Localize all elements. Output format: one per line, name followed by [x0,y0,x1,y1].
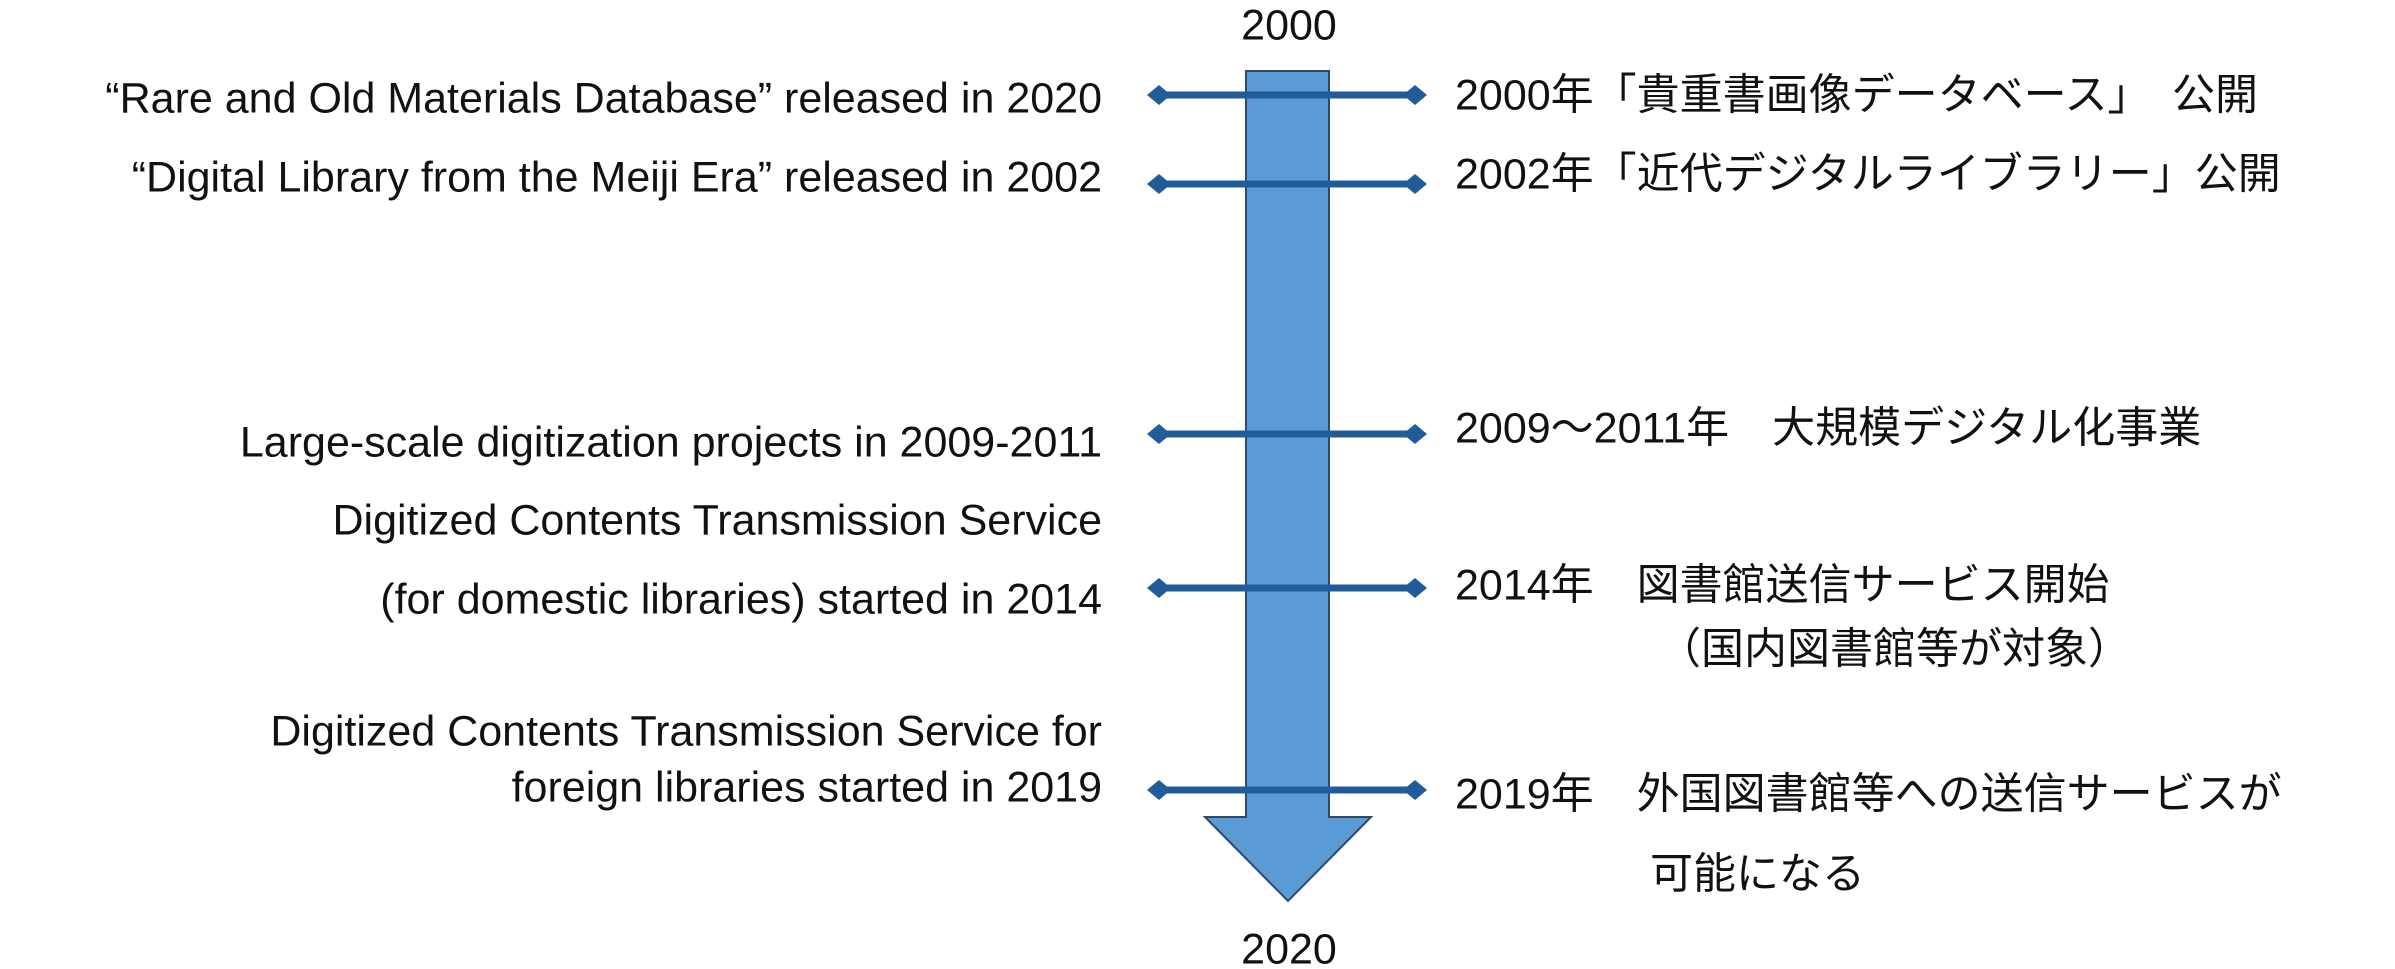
english-label: Digitized Contents Transmission Service … [270,707,1102,755]
japanese-label: 2009～2011年 大規模デジタル化事業 [1455,404,2201,452]
connector-end [1147,578,1171,598]
english-label: foreign libraries started in 2019 [512,763,1102,811]
japanese-label: （国内図書館等が対象） [1658,625,2131,673]
japanese-label: 2002年「近代デジタルライブラリー」公開 [1455,150,2281,198]
connector-end [1403,174,1427,194]
english-label: “Rare and Old Materials Database” releas… [105,74,1102,122]
end-year: 2020 [1241,925,1337,969]
english-label: (for domestic libraries) started in 2014 [380,575,1102,623]
connector-end [1147,780,1171,800]
japanese-label: 可能になる [1650,850,1865,898]
connector-end [1403,780,1427,800]
timeline-arrow [1202,70,1374,903]
english-label: Digitized Contents Transmission Service [332,496,1102,544]
connector-end [1147,424,1171,444]
start-year: 2000 [1241,1,1337,49]
connector-end [1403,578,1427,598]
connector-end [1403,424,1427,444]
japanese-label: 2019年 外国図書館等への送信サービスが [1455,770,2282,818]
connector-end [1147,85,1171,105]
english-label: “Digital Library from the Meiji Era” rel… [132,153,1102,201]
japanese-label: 2014年 図書館送信サービス開始 [1455,561,2110,609]
japanese-label: 2000年「貴重書画像データベース」 公開 [1455,71,2258,119]
connector-end [1147,174,1171,194]
english-label: Large-scale digitization projects in 200… [240,418,1102,466]
connector-end [1403,85,1427,105]
